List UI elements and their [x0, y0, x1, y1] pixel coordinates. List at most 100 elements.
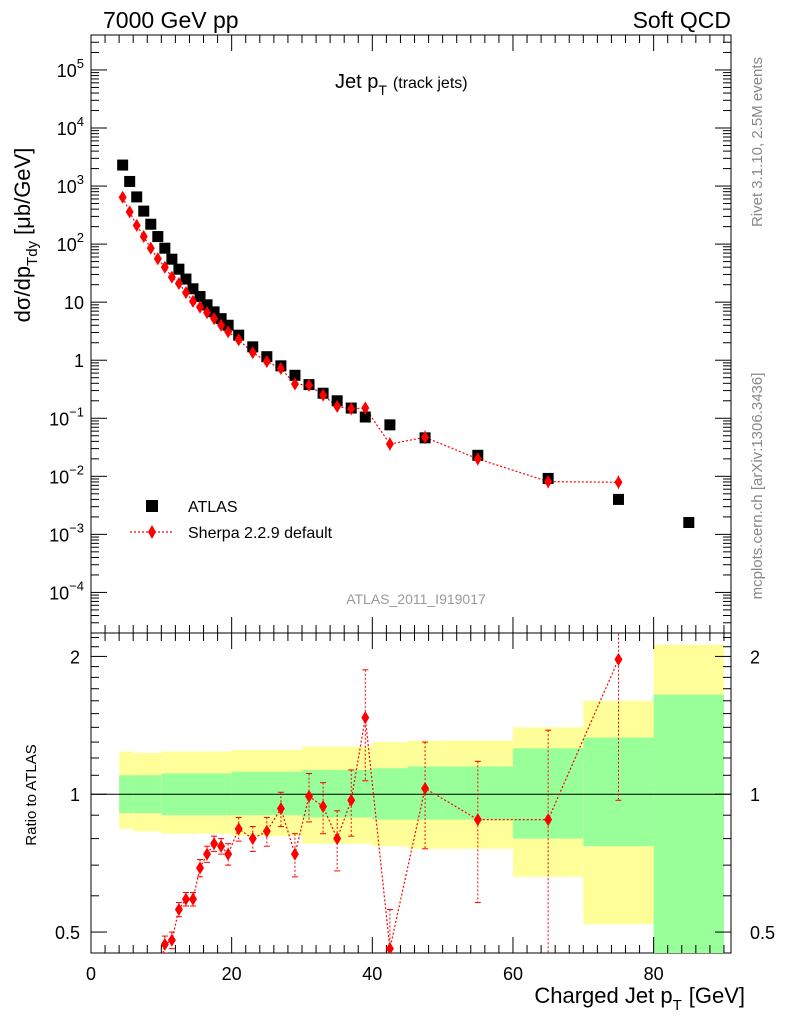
sherpa-point — [146, 241, 155, 255]
atlas-point — [166, 253, 178, 265]
atlas-point — [173, 263, 185, 275]
legend-label-sherpa: Sherpa 2.2.9 default — [188, 525, 333, 542]
rivet-version-label: Rivet 3.1.10, 2.5M events — [749, 57, 766, 227]
atlas-point — [159, 242, 171, 254]
analysis-tag: ATLAS_2011_I919017 — [346, 591, 486, 607]
sherpa-point — [217, 318, 226, 332]
sherpa-point — [188, 294, 197, 308]
ratio-sherpa-point — [305, 789, 314, 803]
ratio-sherpa-point — [276, 802, 285, 816]
atlas-point — [145, 218, 157, 230]
main-y-tick-label: 10 — [64, 293, 84, 313]
main-y-axis-label: dσ/dpTdy[μb/GeV] — [10, 148, 41, 323]
atlas-point — [124, 175, 136, 187]
sherpa-point — [614, 475, 623, 489]
atlas-point — [359, 411, 371, 423]
main-y-tick-label: 102 — [57, 230, 84, 255]
main-y-tick-label: 10−2 — [49, 462, 84, 487]
atlas-point — [131, 191, 143, 203]
ratio-y-tick-label-right: 2 — [750, 647, 760, 667]
sherpa-point — [125, 205, 134, 219]
ratio-y-tick-label-left: 0.5 — [55, 923, 80, 943]
ratio-sherpa-point — [385, 942, 394, 953]
sherpa-point — [132, 218, 141, 232]
atlas-point — [187, 283, 199, 295]
ratio-sherpa-point — [196, 861, 205, 875]
main-y-tick-label: 10−4 — [49, 578, 84, 603]
header-left: 7000 GeV pp — [103, 7, 239, 33]
main-data-marks — [117, 159, 695, 529]
plot-title: Jet pT (track jets) — [335, 71, 468, 98]
sherpa-point — [319, 388, 328, 402]
ratio-sherpa-point — [167, 933, 176, 947]
ratio-sherpa-point — [174, 903, 183, 917]
mcplots-label: mcplots.cern.ch [arXiv:1306.3436] — [749, 373, 766, 600]
ratio-sherpa-point — [234, 822, 243, 836]
sherpa-point — [139, 230, 148, 244]
ratio-uncertainty-bands — [119, 644, 724, 953]
atlas-point — [384, 419, 396, 431]
main-y-tick-label: 1 — [74, 351, 84, 371]
sherpa-point — [203, 306, 212, 320]
atlas-point — [117, 159, 129, 171]
sherpa-point — [224, 325, 233, 339]
sherpa-point — [361, 401, 370, 415]
atlas-point — [201, 299, 213, 311]
ratio-sherpa-point — [210, 837, 219, 851]
ratio-axis-ticks: 0.5 0.51 12 20 20 40 60 80 — [55, 633, 775, 984]
sherpa-point — [262, 355, 271, 369]
ratio-sherpa-point — [160, 937, 169, 951]
ratio-sherpa-point — [347, 793, 356, 807]
sherpa-point — [305, 378, 314, 392]
sherpa-point — [290, 377, 299, 391]
x-axis-label: Charged Jet pT [GeV] — [534, 983, 745, 1014]
ratio-sherpa-point — [290, 847, 299, 861]
ratio-data-marks — [154, 633, 623, 983]
x-tick-label: 60 — [503, 964, 523, 984]
ratio-sherpa-point — [361, 711, 370, 725]
ratio-sherpa-point — [333, 832, 342, 846]
legend-marker-sherpa — [148, 525, 156, 539]
sherpa-point — [153, 252, 162, 266]
x-tick-label: 80 — [644, 964, 664, 984]
ratio-sherpa-point — [248, 832, 257, 846]
ratio-sherpa-point — [224, 847, 233, 861]
sherpa-point — [196, 300, 205, 314]
sherpa-point — [421, 430, 430, 444]
ratio-band-inner — [301, 769, 373, 818]
ratio-sherpa-point — [154, 970, 162, 983]
x-tick-label: 20 — [222, 964, 242, 984]
ratio-y-tick-label-right: 0.5 — [750, 923, 775, 943]
atlas-point — [180, 273, 192, 285]
sherpa-point — [234, 333, 243, 347]
ratio-sherpa-point — [614, 652, 623, 666]
plot-title-sub: T — [378, 82, 387, 98]
main-y-tick-label: 104 — [57, 114, 84, 139]
sherpa-point — [174, 276, 183, 290]
sherpa-point — [347, 402, 356, 416]
ratio-sherpa-point — [181, 892, 190, 906]
header-right: Soft QCD — [633, 7, 731, 33]
sherpa-point — [473, 452, 482, 466]
legend-marker-atlas — [146, 500, 158, 512]
sherpa-point — [276, 361, 285, 375]
ratio-sherpa-point — [421, 781, 430, 795]
x-tick-label: 0 — [86, 964, 96, 984]
atlas-point — [683, 517, 695, 529]
ratio-y-tick-label-left: 1 — [70, 785, 80, 805]
ratio-band-inner — [653, 694, 724, 953]
main-y-tick-label: 10−1 — [49, 404, 84, 429]
sherpa-point — [160, 260, 169, 274]
sherpa-line — [122, 197, 619, 483]
ratio-sherpa-point — [544, 813, 553, 827]
main-y-tick-label: 103 — [57, 172, 84, 197]
main-panel-frame — [90, 34, 732, 634]
x-tick-label: 40 — [362, 964, 382, 984]
ratio-y-tick-label-right: 1 — [750, 785, 760, 805]
atlas-point — [152, 231, 164, 243]
main-y-tick-label: 10−3 — [49, 520, 84, 545]
main-y-tick-label: 105 — [57, 56, 84, 81]
atlas-point — [612, 493, 624, 505]
